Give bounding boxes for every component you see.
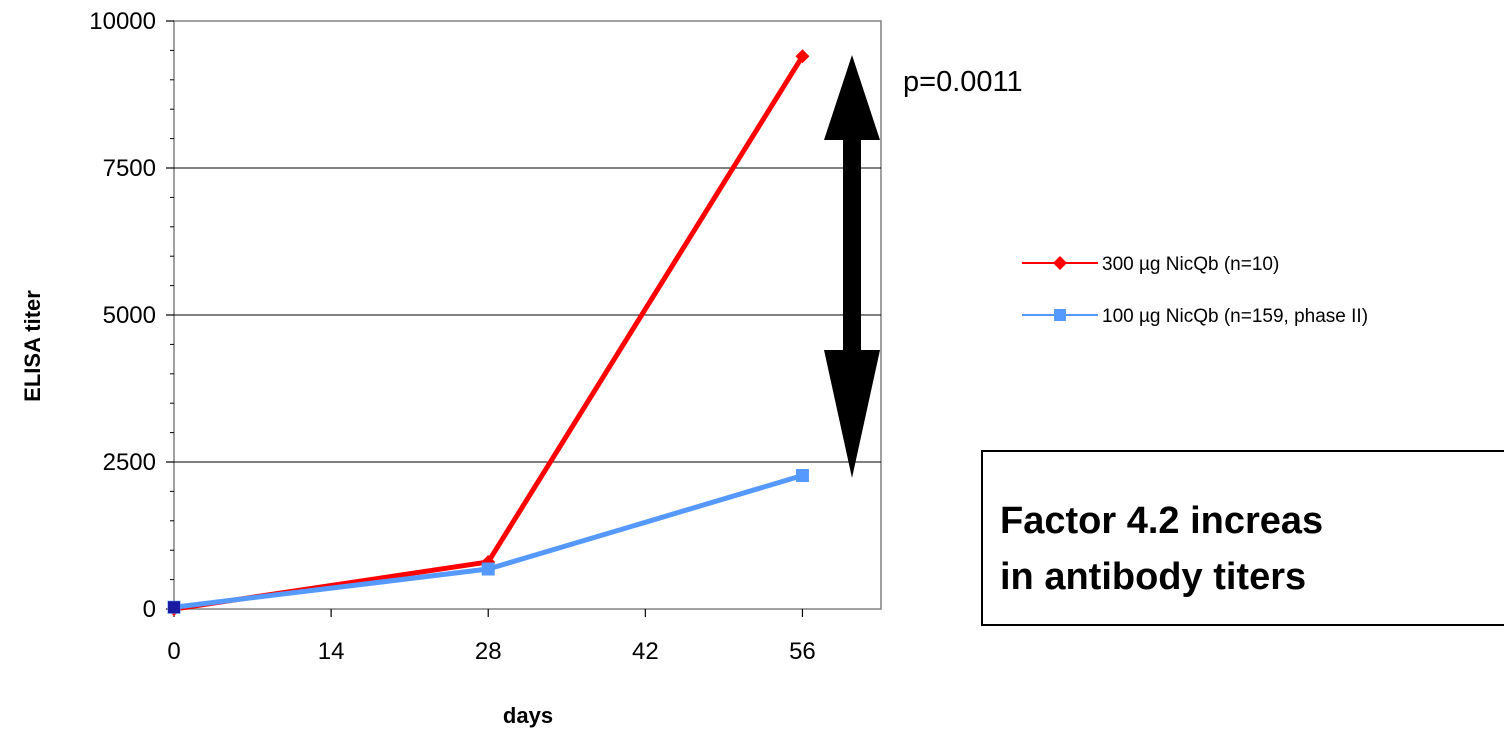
origin-point [168, 601, 180, 614]
x-tick-label: 42 [632, 638, 659, 665]
legend-entry-1: 300 µg NicQb (n=10) [1022, 254, 1279, 275]
x-tick-label: 56 [789, 638, 816, 665]
x-axis-ticks: 0 14 28 42 56 [167, 609, 816, 665]
legend-label: 300 µg NicQb (n=10) [1102, 254, 1279, 275]
data-point [481, 562, 495, 576]
callout-line-1: Factor 4.2 increas [1000, 500, 1323, 542]
data-point [795, 469, 809, 483]
callout-line-2: in antibody titers [1000, 556, 1306, 598]
legend-marker [1053, 256, 1067, 270]
p-value-annotation: p=0.0011 [903, 66, 1023, 98]
y-axis-title: ELISA titer [20, 290, 45, 402]
difference-arrow-icon [824, 55, 880, 478]
legend-label: 100 µg NicQb (n=159, phase II) [1102, 306, 1368, 327]
gridlines [174, 167, 881, 463]
y-tick-label: 7500 [103, 155, 156, 182]
x-tick-label: 0 [167, 638, 180, 665]
y-tick-label: 2500 [103, 449, 156, 476]
series-2 [167, 469, 809, 614]
data-point [795, 49, 810, 64]
y-tick-label: 0 [143, 596, 156, 623]
y-tick-label: 10000 [89, 8, 156, 35]
legend-marker [1054, 309, 1066, 321]
series [167, 49, 810, 616]
y-tick-label: 5000 [103, 302, 156, 329]
callout-box: Factor 4.2 increas in antibody titers [981, 450, 1504, 626]
x-tick-label: 14 [318, 638, 345, 665]
legend: 300 µg NicQb (n=10) 100 µg NicQb (n=159, … [1022, 254, 1368, 327]
series-line [173, 473, 804, 610]
series-line [173, 54, 805, 612]
x-tick-label: 28 [475, 638, 502, 665]
series-1 [167, 49, 810, 616]
x-axis-title: days [503, 703, 553, 728]
y-axis-ticks: 0 2500 5000 7500 10000 [89, 8, 174, 623]
legend-entry-2: 100 µg NicQb (n=159, phase II) [1022, 306, 1368, 327]
